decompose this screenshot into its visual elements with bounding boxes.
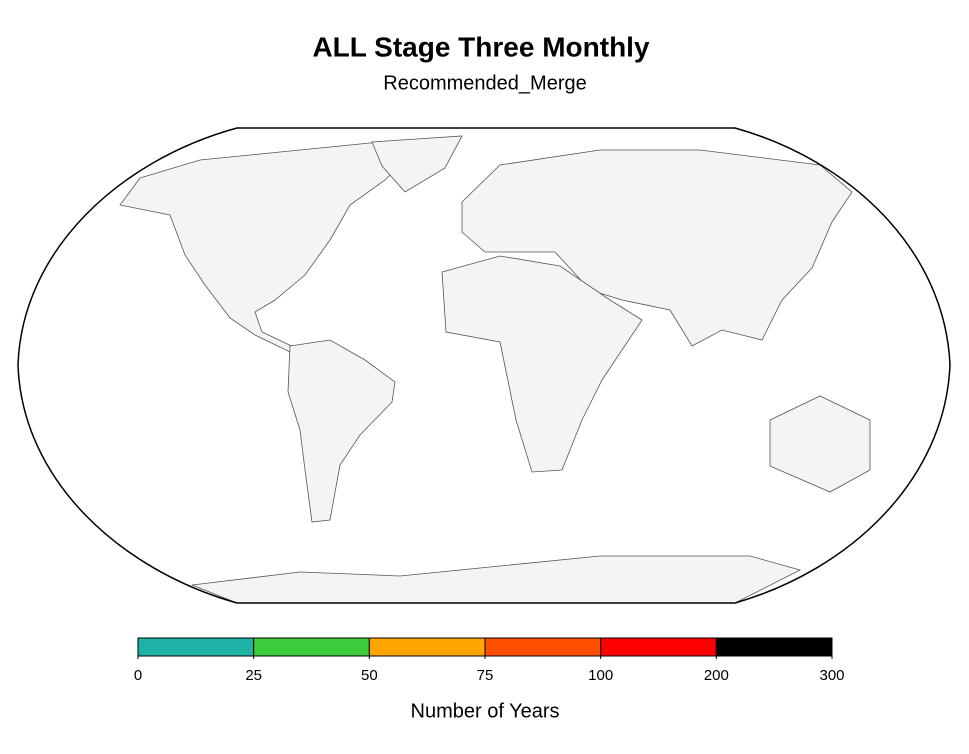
colorbar-tick-label: 25 xyxy=(245,667,262,684)
colorbar-tick-label: 0 xyxy=(134,667,142,684)
title: ALL Stage Three Monthly xyxy=(312,31,649,62)
colorbar-title: Number of Years xyxy=(411,700,560,722)
south-america xyxy=(287,339,396,523)
subtitle: Recommended_Merge xyxy=(383,72,586,94)
eurasia xyxy=(461,149,853,347)
colorbar-tick-label: 200 xyxy=(704,667,729,684)
greenland xyxy=(371,135,463,193)
colorbar-segment xyxy=(484,637,602,657)
colorbar-tick-label: 50 xyxy=(361,667,378,684)
map-outline xyxy=(17,127,951,604)
colorbar-segment xyxy=(137,637,255,657)
colorbar-tick-label: 300 xyxy=(819,667,844,684)
colorbar-segment xyxy=(715,637,833,657)
colorbar-segment xyxy=(600,637,717,657)
north-america xyxy=(119,141,411,353)
colorbar: 0 25 50 75 100 200 300 xyxy=(134,637,845,684)
colorbar-tick-label: 75 xyxy=(477,667,494,684)
colorbar-segment xyxy=(368,637,486,657)
colorbar-tick-label: 100 xyxy=(588,667,613,684)
australia xyxy=(769,395,871,493)
antarctica xyxy=(191,555,802,604)
africa xyxy=(441,255,643,473)
map xyxy=(17,127,951,604)
colorbar-segment xyxy=(253,637,370,657)
